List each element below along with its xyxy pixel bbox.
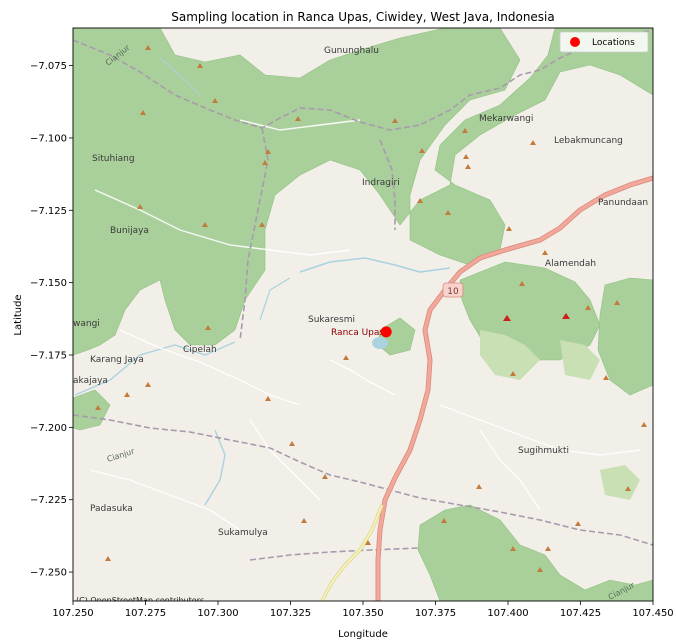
grassland-areas — [480, 330, 640, 500]
x-tick-label: 107.350 — [342, 608, 383, 619]
place-labels: Gununghalu Mekarwangi Lebakmuncang Situh… — [73, 46, 648, 538]
x-tick-label: 107.450 — [632, 608, 673, 619]
legend-label: Locations — [592, 38, 635, 48]
label-akajaya: akajaya — [73, 376, 108, 386]
y-tick-label: −7.200 — [30, 423, 67, 434]
y-tick-label: −7.075 — [30, 61, 67, 72]
x-tick-label: 107.300 — [197, 608, 238, 619]
label-panundaan: Panundaan — [598, 198, 648, 208]
y-tick-label: −7.125 — [30, 206, 67, 217]
label-padasuka: Padasuka — [90, 504, 133, 514]
highway-route-10 — [375, 175, 653, 601]
label-cipelah: Cipelah — [183, 345, 217, 355]
x-axis-label: Longitude — [338, 629, 388, 640]
x-axis: 107.250 107.275 107.300 107.325 107.350 107.3… — [52, 601, 674, 619]
y-axis-label: Latitude — [13, 294, 24, 335]
y-tick-label: −7.150 — [30, 278, 67, 289]
minor-roads — [89, 119, 641, 531]
label-situhiang: Situhiang — [92, 154, 135, 164]
y-tick-label: −7.250 — [30, 568, 67, 579]
map-area: 10 Gununghalu Mekarwangi Leb — [73, 28, 653, 605]
road-shield: 10 — [442, 282, 464, 298]
label-karang-jaya: Karang Jaya — [90, 355, 144, 365]
admin-boundaries — [73, 29, 653, 561]
sample-point[interactable] — [380, 326, 392, 338]
x-tick-label: 107.250 — [52, 608, 93, 619]
x-tick-label: 107.400 — [487, 608, 528, 619]
legend: Locations — [559, 31, 649, 53]
peak-markers — [95, 45, 647, 572]
label-sugihmukti: Sugihmukti — [518, 446, 569, 456]
label-sukamulya: Sukamulya — [218, 528, 268, 538]
road-shield-label: 10 — [447, 287, 459, 297]
x-tick-label: 107.275 — [125, 608, 166, 619]
x-tick-label: 107.425 — [560, 608, 601, 619]
label-wangi: wangi — [73, 319, 100, 329]
legend-marker — [570, 37, 580, 47]
y-tick-label: −7.100 — [30, 133, 67, 144]
y-tick-label: −7.225 — [30, 495, 67, 506]
label-gununghalu: Gununghalu — [324, 46, 379, 56]
secondary-road — [320, 504, 384, 601]
label-indragiri: Indragiri — [362, 178, 400, 188]
sample-location: Ranca Upas — [331, 326, 392, 338]
y-tick-label: −7.175 — [30, 351, 67, 362]
label-mekarwangi: Mekarwangi — [479, 114, 533, 124]
y-axis: −7.075 −7.100 −7.125 −7.150 −7.175 −7.200 −7.2… — [30, 61, 73, 579]
chart-title: Sampling location in Ranca Upas, Ciwidey… — [171, 10, 555, 24]
legend-box — [559, 31, 649, 53]
map-attribution: (C) OpenStreetMap contributors — [76, 596, 204, 605]
label-bunijaya: Bunijaya — [110, 226, 149, 236]
label-alamendah: Alamendah — [545, 259, 596, 269]
sample-location-label: Ranca Upas — [331, 328, 384, 338]
label-lebakmuncang: Lebakmuncang — [554, 136, 623, 146]
water-features — [74, 57, 451, 506]
summit-markers — [503, 313, 570, 321]
x-tick-label: 107.375 — [415, 608, 456, 619]
x-tick-label: 107.325 — [270, 608, 311, 619]
label-sukaresmi: Sukaresmi — [308, 315, 355, 325]
